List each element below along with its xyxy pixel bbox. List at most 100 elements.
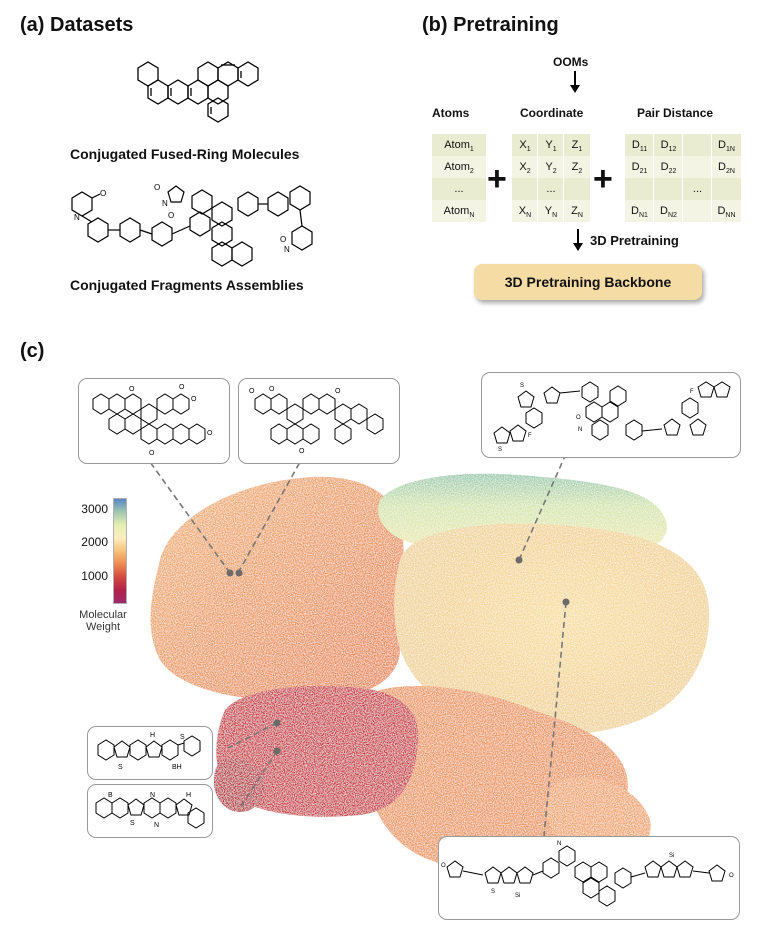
- distance-cell: D2N: [718, 161, 735, 176]
- atoms-table: Atom1 Atom2 ... AtomN: [432, 134, 486, 222]
- svg-text:O: O: [191, 396, 197, 403]
- svg-text:O: O: [335, 388, 341, 395]
- atoms-header: Atoms: [432, 106, 470, 120]
- coordinate-header: Coordinate: [520, 106, 584, 120]
- coordinate-table: X1 Y1 Z1 X2 Y2 Z2 ... XN YN ZN: [512, 134, 590, 222]
- coordinate-cell: ZN: [571, 205, 583, 220]
- arrow-down-icon: [573, 229, 583, 251]
- molecule-structure-icon: B S N N H: [95, 792, 205, 829]
- svg-text:H: H: [150, 732, 155, 739]
- svg-text:O: O: [280, 235, 286, 244]
- svg-text:O: O: [576, 415, 581, 421]
- cluster-left-orange: [150, 476, 404, 701]
- svg-text:B: B: [108, 792, 113, 799]
- distance-cell: D22: [660, 161, 677, 176]
- 3d-pretraining-backbone: 3D Pretraining Backbone: [474, 264, 702, 300]
- distance-cell: D1N: [718, 139, 735, 154]
- plus-icon: +: [593, 160, 613, 198]
- coordinate-cell: X2: [519, 161, 531, 176]
- svg-text:S: S: [130, 820, 135, 827]
- coordinate-cell: XN: [518, 205, 532, 220]
- molecule-inset-box: O O O O: [238, 378, 400, 464]
- molecule-inset-box: O S Si N O Si: [438, 836, 740, 920]
- molecule-structure-icon: S F S F ON: [493, 381, 731, 453]
- svg-text:O: O: [168, 211, 174, 220]
- coordinate-cell: Z2: [571, 161, 583, 176]
- svg-text:O: O: [129, 386, 135, 393]
- arrow-down-icon: [570, 71, 580, 93]
- svg-text:H: H: [186, 792, 191, 799]
- atom-cell: AtomN: [443, 205, 475, 220]
- fragment-assembly-molecule-icon: ON ONO ON: [71, 183, 313, 267]
- svg-text:S: S: [491, 889, 495, 895]
- coordinate-cell: Y1: [545, 139, 557, 154]
- svg-text:O: O: [154, 183, 160, 192]
- svg-text:S: S: [498, 447, 502, 453]
- molecule-structure-icon: S H S BH: [97, 732, 201, 771]
- svg-text:N: N: [74, 213, 80, 222]
- distance-cell: D12: [660, 139, 677, 154]
- svg-text:O: O: [207, 430, 213, 437]
- coordinate-cell: Y2: [545, 161, 557, 176]
- coordinate-cell: ...: [546, 183, 556, 195]
- svg-text:N: N: [162, 199, 168, 208]
- caption-fragment-assemblies: Conjugated Fragments Assemblies: [70, 277, 304, 293]
- svg-text:S: S: [118, 764, 123, 771]
- pair-distance-header: Pair Distance: [637, 106, 714, 120]
- distance-cell: DNN: [717, 205, 736, 220]
- panel-c-title: (c): [20, 340, 45, 362]
- svg-text:N: N: [154, 822, 159, 829]
- molecule-structure-icon: O S Si N O Si: [441, 841, 734, 907]
- svg-text:F: F: [690, 389, 694, 395]
- molecule-structure-icon: O O O O: [249, 386, 384, 455]
- atom-cell: ...: [454, 183, 464, 195]
- distance-cell: DN2: [660, 205, 677, 220]
- svg-text:Si: Si: [515, 893, 520, 899]
- distance-cell: D21: [631, 161, 648, 176]
- distance-cell: D11: [631, 139, 648, 154]
- svg-text:O: O: [149, 450, 155, 457]
- svg-text:O: O: [179, 384, 185, 391]
- coordinate-cell: X1: [519, 139, 531, 154]
- svg-text:BH: BH: [172, 764, 182, 771]
- cluster-right-yellow: [394, 523, 710, 735]
- atom-cell: Atom1: [444, 139, 474, 154]
- svg-text:S: S: [520, 383, 524, 389]
- molecule-inset-box: B S N N H: [87, 784, 213, 838]
- colorbar-label: Molecular Weight: [79, 609, 127, 633]
- svg-text:N: N: [150, 792, 155, 799]
- svg-text:O: O: [269, 386, 275, 393]
- coordinate-cell: YN: [544, 205, 558, 220]
- plus-icon: +: [487, 160, 507, 198]
- molecule-inset-box: S H S BH: [87, 726, 213, 780]
- svg-text:O: O: [100, 189, 106, 198]
- panel-b-title: (b) Pretraining: [422, 14, 559, 36]
- svg-text:N: N: [557, 841, 561, 847]
- svg-text:O: O: [299, 448, 305, 455]
- svg-text:O: O: [729, 873, 734, 879]
- atom-cell: Atom2: [444, 161, 474, 176]
- panel-a-title: (a) Datasets: [20, 14, 134, 36]
- colorbar: [113, 498, 127, 604]
- pair-distance-table: D11 D12 D1N D21 D22 D2N ... DN1 DN2 DNN: [625, 134, 741, 222]
- svg-text:N: N: [578, 427, 582, 433]
- colorbar-tick: 2000: [81, 535, 108, 549]
- caption-fused-ring: Conjugated Fused-Ring Molecules: [70, 146, 300, 162]
- colorbar-tick: 3000: [81, 502, 108, 516]
- svg-text:O: O: [249, 388, 255, 395]
- colorbar-tick: 1000: [81, 569, 108, 583]
- cluster-dark-red-left: [214, 758, 264, 812]
- svg-text:O: O: [441, 863, 446, 869]
- distance-cell: DN1: [631, 205, 648, 220]
- cluster-deep-red: [216, 686, 419, 817]
- distance-cell: ...: [692, 183, 703, 195]
- ooms-label: OOMs: [553, 55, 589, 69]
- svg-text:S: S: [180, 734, 185, 741]
- 3d-pretraining-label: 3D Pretraining: [590, 233, 679, 248]
- coordinate-cell: Z1: [571, 139, 583, 154]
- svg-text:Si: Si: [669, 853, 674, 859]
- svg-text:F: F: [528, 433, 532, 439]
